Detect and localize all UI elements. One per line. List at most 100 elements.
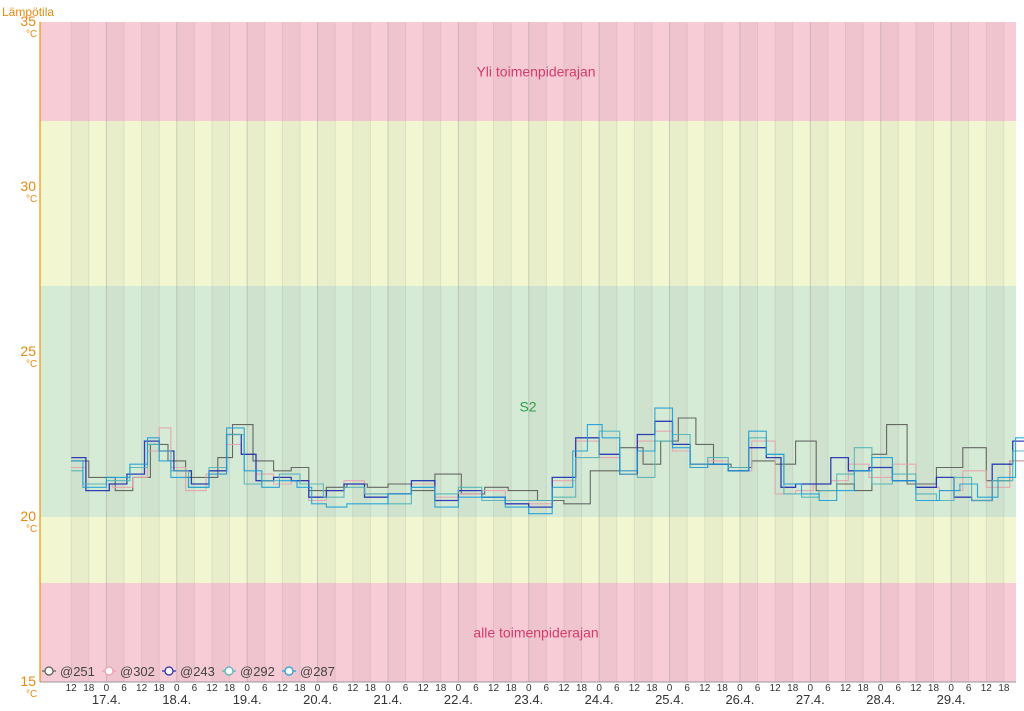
zone-1 — [40, 121, 1016, 286]
x-hour-label: 0 — [878, 683, 884, 694]
x-hour-label: 6 — [684, 683, 690, 694]
zone-label-2: S2 — [519, 398, 536, 414]
y-tick-label: 30 — [20, 178, 36, 194]
x-hour-label: 0 — [808, 683, 814, 694]
x-hour-label: 18 — [646, 683, 658, 694]
x-hour-label: 12 — [418, 683, 430, 694]
x-hour-label: 0 — [315, 683, 321, 694]
x-hour-label: 6 — [544, 683, 550, 694]
time-band — [670, 22, 688, 682]
x-hour-label: 12 — [770, 683, 782, 694]
x-hour-label: 18 — [717, 683, 729, 694]
series-line-251 — [71, 417, 1024, 505]
time-band — [810, 22, 828, 682]
time-band — [951, 22, 969, 682]
x-day-label: 17.4. — [92, 692, 121, 707]
x-hour-label: 12 — [136, 683, 148, 694]
time-band — [247, 22, 265, 682]
x-hour-label: 18 — [224, 683, 236, 694]
x-hour-label: 6 — [121, 683, 127, 694]
time-band — [634, 22, 652, 682]
x-hour-label: 12 — [910, 683, 922, 694]
time-band — [106, 22, 124, 682]
time-band — [494, 22, 512, 682]
legend-marker — [44, 666, 54, 676]
x-hour-label: 18 — [928, 683, 940, 694]
x-hour-label: 12 — [277, 683, 289, 694]
x-day-label: 27.4. — [796, 692, 825, 707]
threshold-zones — [40, 22, 1016, 682]
time-band — [71, 22, 89, 682]
x-day-label: 18.4. — [162, 692, 191, 707]
time-band — [388, 22, 406, 682]
legend[interactable]: @251 @302 @243 @292 @287 — [42, 664, 335, 679]
x-hour-label: 18 — [365, 683, 377, 694]
x-hour-label: 6 — [403, 683, 409, 694]
time-band — [916, 22, 934, 682]
x-hour-label: 18 — [83, 683, 95, 694]
x-hour-label: 0 — [667, 683, 673, 694]
x-hour-label: 18 — [998, 683, 1010, 694]
time-band — [564, 22, 582, 682]
zone-2 — [40, 286, 1016, 517]
series-line-287 — [71, 407, 1024, 515]
legend-marker — [164, 666, 174, 676]
x-hour-label: 0 — [104, 683, 110, 694]
time-band — [846, 22, 864, 682]
x-hour-label: 12 — [629, 683, 641, 694]
legend-label-243: @243 — [180, 664, 215, 679]
time-band — [423, 22, 441, 682]
zone-labels: Yli toimenpiderajan S2 alle toimenpideraja… — [473, 64, 598, 641]
x-hour-label: 0 — [385, 683, 391, 694]
x-hour-label: 6 — [473, 683, 479, 694]
time-band — [705, 22, 723, 682]
x-hour-label: 6 — [825, 683, 831, 694]
x-day-label: 24.4. — [585, 692, 614, 707]
x-hour-label: 6 — [755, 683, 761, 694]
y-tick-unit: °C — [26, 194, 37, 205]
y-tick-unit: °C — [26, 29, 37, 40]
x-hour-label: 0 — [456, 683, 462, 694]
series-lines — [71, 407, 1024, 515]
x-day-label: 22.4. — [444, 692, 473, 707]
x-day-label: 21.4. — [373, 692, 402, 707]
legend-label-287: @287 — [300, 664, 335, 679]
y-tick-unit: °C — [26, 359, 37, 370]
y-axis-title: Lämpötila — [2, 5, 54, 19]
x-hour-label: 18 — [576, 683, 588, 694]
x-hour-label: 6 — [192, 683, 198, 694]
x-hour-label: 0 — [244, 683, 250, 694]
x-hour-label: 6 — [896, 683, 902, 694]
x-hour-label: 0 — [948, 683, 954, 694]
legend-marker — [284, 666, 294, 676]
time-grid — [70, 22, 1005, 682]
zone-0 — [40, 22, 1016, 121]
x-hour-label: 12 — [206, 683, 218, 694]
x-hour-label: 12 — [981, 683, 993, 694]
time-band — [599, 22, 617, 682]
x-hour-label: 18 — [858, 683, 870, 694]
time-band — [212, 22, 230, 682]
time-band — [318, 22, 336, 682]
x-day-label: 29.4. — [937, 692, 966, 707]
x-hour-label: 18 — [294, 683, 306, 694]
zone-3 — [40, 517, 1016, 583]
time-band — [282, 22, 300, 682]
zone-4 — [40, 583, 1016, 682]
x-day-label: 20.4. — [303, 692, 332, 707]
time-band — [353, 22, 371, 682]
x-hour-label: 0 — [526, 683, 532, 694]
y-axis-ticks: 15°C20°C25°C30°C35°C — [20, 13, 37, 700]
x-hour-label: 0 — [174, 683, 180, 694]
x-hour-label: 6 — [614, 683, 620, 694]
y-tick-label: 25 — [20, 343, 36, 359]
x-day-label: 28.4. — [866, 692, 895, 707]
time-band — [740, 22, 758, 682]
y-tick-unit: °C — [26, 689, 37, 700]
x-day-label: 26.4. — [725, 692, 754, 707]
time-band — [775, 22, 793, 682]
x-hour-label: 18 — [435, 683, 447, 694]
x-hour-label: 0 — [596, 683, 602, 694]
